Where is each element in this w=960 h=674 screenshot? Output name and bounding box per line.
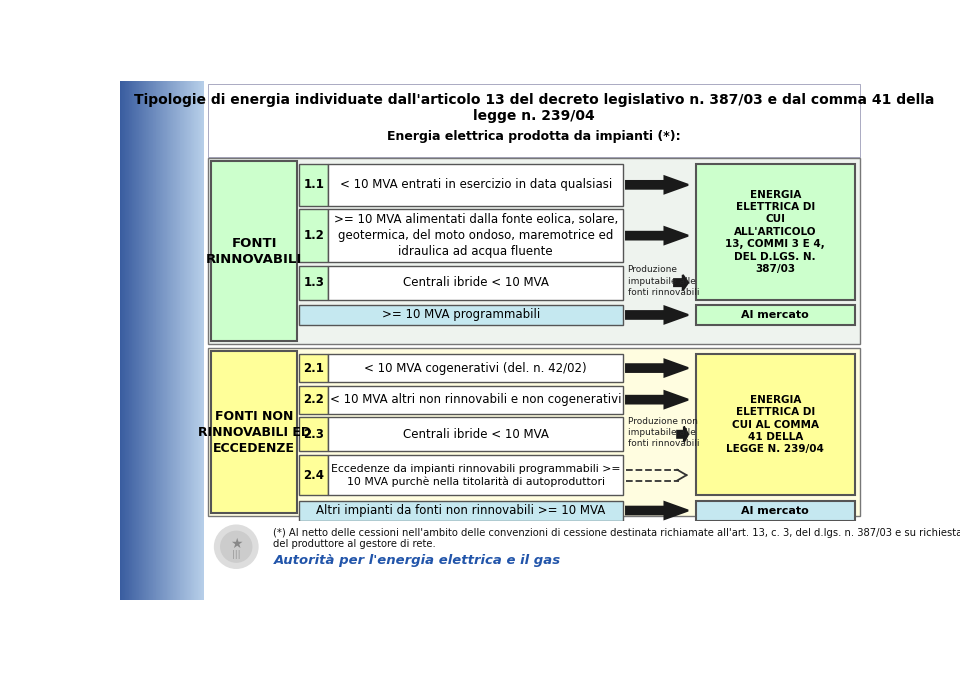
- Bar: [299, 164, 328, 206]
- Text: Centrali ibride < 10 MVA: Centrali ibride < 10 MVA: [403, 428, 549, 441]
- Text: 1.1: 1.1: [303, 179, 324, 191]
- Bar: [328, 266, 623, 299]
- Bar: [207, 520, 860, 599]
- Bar: [696, 501, 854, 520]
- Bar: [210, 161, 298, 341]
- Text: Al mercato: Al mercato: [741, 506, 809, 516]
- Polygon shape: [674, 275, 688, 290]
- Bar: [299, 266, 328, 299]
- Bar: [299, 386, 328, 414]
- Bar: [207, 158, 860, 344]
- Polygon shape: [626, 502, 688, 519]
- Text: Centrali ibride < 10 MVA: Centrali ibride < 10 MVA: [403, 276, 549, 289]
- Text: |||: |||: [232, 550, 241, 559]
- Polygon shape: [677, 427, 688, 442]
- Bar: [328, 210, 623, 262]
- Bar: [328, 455, 623, 495]
- Text: Energia elettrica prodotta da impianti (*):: Energia elettrica prodotta da impianti (…: [387, 130, 681, 143]
- Text: Tipologie di energia individuate dall'articolo 13 del decreto legislativo n. 387: Tipologie di energia individuate dall'ar…: [133, 93, 934, 107]
- Text: 1.3: 1.3: [303, 276, 324, 289]
- Bar: [328, 417, 623, 452]
- Text: < 10 MVA cogenerativi (del. n. 42/02): < 10 MVA cogenerativi (del. n. 42/02): [365, 361, 587, 375]
- Text: Produzione non
imputabile alle
fonti rinnovabili: Produzione non imputabile alle fonti rin…: [628, 417, 699, 448]
- Bar: [328, 355, 623, 382]
- Text: Autorità per l'energia elettrica e il gas: Autorità per l'energia elettrica e il ga…: [274, 555, 561, 568]
- Text: del produttore al gestore di rete.: del produttore al gestore di rete.: [274, 539, 436, 549]
- Text: ENERGIA
ELETTRICA DI
CUI
ALL'ARTICOLO
13, COMMI 3 E 4,
DEL D.LGS. N.
387/03: ENERGIA ELETTRICA DI CUI ALL'ARTICOLO 13…: [726, 189, 826, 274]
- Text: Produzione
imputabile alle
fonti rinnovabili: Produzione imputabile alle fonti rinnova…: [628, 266, 699, 297]
- Bar: [299, 355, 328, 382]
- Bar: [210, 351, 298, 513]
- Text: ★: ★: [230, 537, 243, 551]
- Circle shape: [214, 525, 258, 568]
- Polygon shape: [626, 307, 688, 324]
- Bar: [299, 305, 623, 325]
- Bar: [207, 84, 860, 157]
- Text: < 10 MVA altri non rinnovabili e non cogenerativi: < 10 MVA altri non rinnovabili e non cog…: [330, 393, 621, 406]
- Polygon shape: [626, 177, 688, 193]
- Text: 2.2: 2.2: [303, 393, 324, 406]
- Bar: [207, 348, 860, 516]
- Text: Altri impianti da fonti non rinnovabili >= 10 MVA: Altri impianti da fonti non rinnovabili …: [317, 504, 606, 517]
- Bar: [328, 164, 623, 206]
- Text: (*) Al netto delle cessioni nell'ambito delle convenzioni di cessione destinata : (*) Al netto delle cessioni nell'ambito …: [274, 528, 960, 539]
- Polygon shape: [626, 227, 688, 244]
- Bar: [299, 210, 328, 262]
- Bar: [299, 501, 623, 520]
- Bar: [328, 386, 623, 414]
- Text: 2.3: 2.3: [303, 428, 324, 441]
- Circle shape: [221, 531, 252, 562]
- Bar: [204, 81, 864, 600]
- Text: legge n. 239/04: legge n. 239/04: [473, 109, 595, 123]
- Text: >= 10 MVA programmabili: >= 10 MVA programmabili: [382, 309, 540, 321]
- Text: 2.4: 2.4: [303, 468, 324, 482]
- Text: 1.2: 1.2: [303, 229, 324, 242]
- Bar: [696, 305, 854, 325]
- Polygon shape: [626, 391, 688, 408]
- Bar: [299, 417, 328, 452]
- Text: < 10 MVA entrati in esercizio in data qualsiasi: < 10 MVA entrati in esercizio in data qu…: [340, 179, 612, 191]
- Text: FONTI NON
RINNOVABILI ED
ECCEDENZE: FONTI NON RINNOVABILI ED ECCEDENZE: [198, 410, 311, 454]
- Bar: [299, 455, 328, 495]
- Text: >= 10 MVA alimentati dalla fonte eolica, solare,
geotermica, del moto ondoso, ma: >= 10 MVA alimentati dalla fonte eolica,…: [334, 213, 618, 258]
- Bar: [696, 355, 854, 495]
- Text: 2.1: 2.1: [303, 361, 324, 375]
- Text: Eccedenze da impianti rinnovabili programmabili >=
10 MVA purchè nella titolarit: Eccedenze da impianti rinnovabili progra…: [331, 464, 620, 487]
- Text: Al mercato: Al mercato: [741, 310, 809, 320]
- Text: FONTI
RINNOVABILI: FONTI RINNOVABILI: [206, 237, 302, 266]
- Bar: [696, 164, 854, 299]
- Polygon shape: [626, 360, 688, 377]
- Text: ENERGIA
ELETTRICA DI
CUI AL COMMA
41 DELLA
LEGGE N. 239/04: ENERGIA ELETTRICA DI CUI AL COMMA 41 DEL…: [727, 395, 825, 454]
